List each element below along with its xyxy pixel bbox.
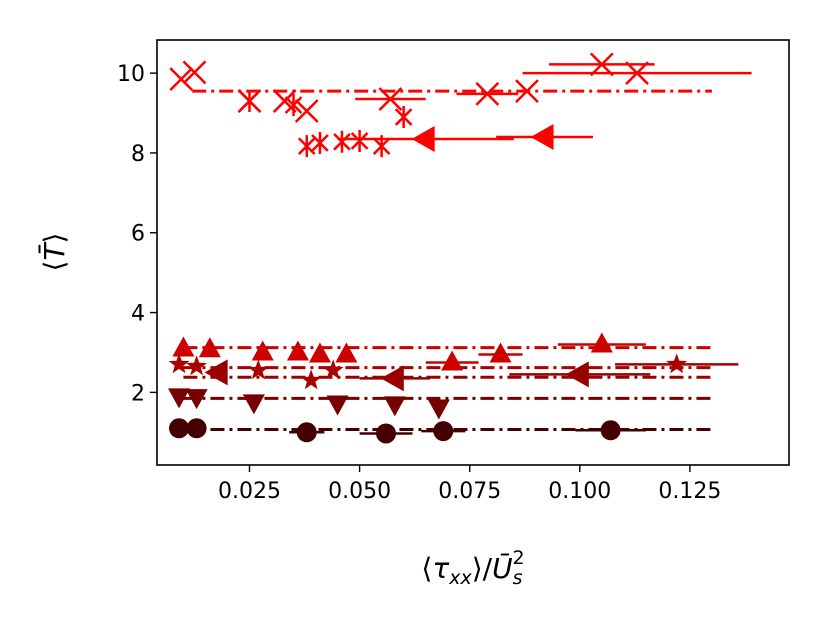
data-point-triangle-up [489, 342, 512, 363]
data-point-triangle-up [590, 332, 613, 353]
data-point-asterisk [333, 130, 351, 153]
data-point-asterisk [297, 135, 316, 158]
y-tick-label: 2 [131, 381, 145, 406]
data-point-x [169, 67, 194, 91]
axes-frame [156, 39, 790, 466]
data-point-triangle-left [204, 359, 228, 386]
x-tick-label: 0.050 [328, 479, 391, 504]
data-point-triangle-down [427, 399, 450, 420]
data-point-asterisk [350, 129, 369, 152]
data-point-asterisk [311, 131, 329, 154]
x-tick-label: 0.075 [438, 479, 501, 504]
data-point-x [378, 87, 403, 111]
data-point-asterisk [284, 94, 303, 117]
x-axis-label-text: ⟨τxx⟩/Ūs2 [421, 547, 524, 589]
data-point-triangle-up [172, 336, 195, 357]
data-point-x [272, 89, 297, 113]
data-point-circle [433, 421, 454, 442]
data-point-circle [376, 423, 397, 444]
data-point-triangle-down [242, 394, 265, 415]
y-axis-label: ⟨T̄⟩ [37, 233, 71, 272]
data-point-x [515, 79, 539, 103]
y-tick-label: 6 [131, 222, 145, 247]
y-tick-label: 8 [131, 142, 145, 167]
data-point-circle [169, 418, 190, 439]
data-point-star [322, 359, 344, 380]
data-point-star [300, 369, 322, 390]
x-tick-label: 0.125 [658, 479, 721, 504]
data-point-x [294, 99, 319, 123]
data-point-triangle-left [530, 123, 554, 150]
data-point-triangle-down [383, 396, 406, 417]
x-axis-ticks: 0.025 0.050 0.075 0.100 0.125 [218, 465, 721, 504]
data-point-x [589, 52, 614, 77]
y-axis-label-text: ⟨T̄⟩ [37, 233, 71, 272]
y-tick-label: 4 [131, 302, 145, 327]
data-point-star [247, 359, 269, 380]
y-axis-ticks: 2 4 6 8 10 [117, 62, 157, 406]
x-tick-label: 0.100 [548, 479, 611, 504]
data-point-asterisk [394, 106, 413, 129]
data-point-star [186, 355, 208, 376]
data-point-x [625, 61, 649, 86]
data-point-star [168, 353, 190, 374]
data-point-circle [186, 418, 207, 439]
data-point-triangle-up [335, 342, 358, 363]
data-point-triangle-up [441, 350, 464, 371]
y-tick-label: 10 [117, 62, 145, 87]
data-point-x [182, 60, 207, 85]
data-point-star [666, 353, 688, 374]
data-point-circle [296, 422, 317, 443]
data-point-triangle-down [185, 389, 208, 410]
data-point-triangle-up [198, 337, 221, 358]
plot-area [168, 52, 752, 444]
data-point-triangle-up [286, 340, 309, 361]
data-point-triangle-down [326, 395, 349, 416]
data-point-triangle-up [308, 342, 331, 363]
data-point-triangle-left [380, 365, 404, 392]
x-tick-label: 0.025 [218, 479, 281, 504]
data-point-x [475, 81, 500, 106]
data-point-triangle-up [251, 340, 274, 361]
data-point-asterisk [240, 90, 259, 113]
x-axis-label: ⟨τxx⟩/Ūs2 [421, 547, 524, 589]
data-point-triangle-down [168, 388, 191, 409]
data-point-triangle-left [565, 361, 589, 388]
data-point-circle [600, 420, 621, 441]
data-point-triangle-left [411, 125, 435, 152]
